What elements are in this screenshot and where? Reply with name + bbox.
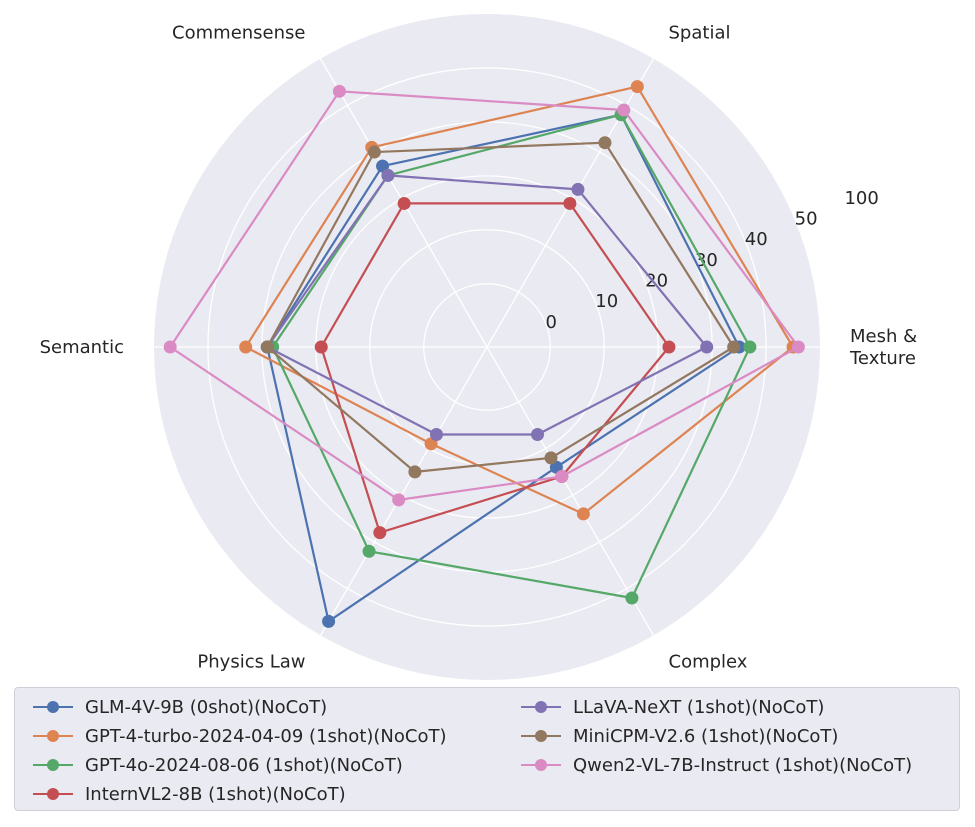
legend-marker xyxy=(521,726,561,746)
r-tick-label: 30 xyxy=(695,250,718,271)
axis-label: Mesh & Texture xyxy=(849,326,917,369)
legend-marker xyxy=(33,755,73,775)
axis-label: Semantic xyxy=(40,337,124,358)
series-layer xyxy=(163,80,805,628)
data-point xyxy=(397,196,411,210)
data-point xyxy=(332,84,346,98)
data-point xyxy=(163,340,177,354)
series-6 xyxy=(163,84,805,507)
data-point xyxy=(392,493,406,507)
legend-marker xyxy=(33,726,73,746)
r-tick-label: 40 xyxy=(745,229,768,250)
legend-label: InternVL2-8B (1shot)(NoCoT) xyxy=(85,783,346,805)
r-tick-label: 20 xyxy=(645,270,668,291)
data-point xyxy=(314,340,328,354)
data-point xyxy=(260,340,274,354)
data-point xyxy=(617,103,631,117)
data-point xyxy=(531,427,545,441)
data-point xyxy=(576,507,590,521)
legend-label: GPT-4o-2024-08-06 (1shot)(NoCoT) xyxy=(85,754,403,776)
axis-labels: Mesh & Texture Spatial Commensense Semantic P… xyxy=(40,23,918,673)
grid-spoke xyxy=(319,346,488,636)
data-point xyxy=(408,465,422,479)
data-point xyxy=(555,470,569,484)
axis-label: Complex xyxy=(669,651,748,672)
data-point xyxy=(700,340,714,354)
data-point xyxy=(727,340,741,354)
legend-item: GLM-4V-9B (0shot)(NoCoT) xyxy=(33,693,327,721)
axis-label: Spatial xyxy=(669,23,731,44)
data-point xyxy=(791,340,805,354)
data-point xyxy=(743,340,757,354)
legend-marker xyxy=(33,784,73,804)
legend-item: GPT-4-turbo-2024-04-09 (1shot)(NoCoT) xyxy=(33,722,447,750)
data-point xyxy=(367,145,381,159)
r-tick-label: 50 xyxy=(795,209,818,230)
data-point xyxy=(239,340,253,354)
legend-item: GPT-4o-2024-08-06 (1shot)(NoCoT) xyxy=(33,751,403,779)
data-point xyxy=(373,526,387,540)
data-point xyxy=(381,168,395,182)
series-1 xyxy=(239,80,800,521)
data-point xyxy=(625,591,639,605)
legend-item: InternVL2-8B (1shot)(NoCoT) xyxy=(33,780,346,808)
legend-marker xyxy=(521,697,561,717)
data-point xyxy=(429,427,443,441)
data-point xyxy=(563,196,577,210)
grid-spoke xyxy=(486,346,655,636)
legend-label: MiniCPM-V2.6 (1shot)(NoCoT) xyxy=(573,725,839,747)
data-point xyxy=(662,340,676,354)
axis-label: Physics Law xyxy=(197,651,305,672)
data-point xyxy=(322,614,336,628)
legend-item: LLaVA-NeXT (1shot)(NoCoT) xyxy=(521,693,824,721)
r-tick-label: 10 xyxy=(595,291,618,312)
data-point xyxy=(544,451,558,465)
legend-label: GPT-4-turbo-2024-04-09 (1shot)(NoCoT) xyxy=(85,725,447,747)
radial-tick-labels: 0 10 20 30 40 50 100 xyxy=(545,188,878,333)
legend-item: MiniCPM-V2.6 (1shot)(NoCoT) xyxy=(521,722,838,750)
legend-label: GLM-4V-9B (0shot)(NoCoT) xyxy=(85,696,328,718)
axis-label: Commensense xyxy=(172,23,305,44)
series-5 xyxy=(260,136,741,479)
r-tick-label: 0 xyxy=(545,312,556,333)
data-point xyxy=(598,136,612,150)
data-point xyxy=(362,544,376,558)
r-tick-label: 100 xyxy=(844,188,878,209)
legend-item: Qwen2-VL-7B-Instruct (1shot)(NoCoT) xyxy=(521,751,912,779)
legend: GLM-4V-9B (0shot)(NoCoT) GPT-4-turbo-2024… xyxy=(14,687,960,811)
legend-marker xyxy=(33,697,73,717)
legend-label: LLaVA-NeXT (1shot)(NoCoT) xyxy=(573,696,825,718)
legend-label: Qwen2-VL-7B-Instruct (1shot)(NoCoT) xyxy=(573,754,913,776)
legend-marker xyxy=(521,755,561,775)
data-point xyxy=(571,182,585,196)
data-point xyxy=(630,80,644,94)
